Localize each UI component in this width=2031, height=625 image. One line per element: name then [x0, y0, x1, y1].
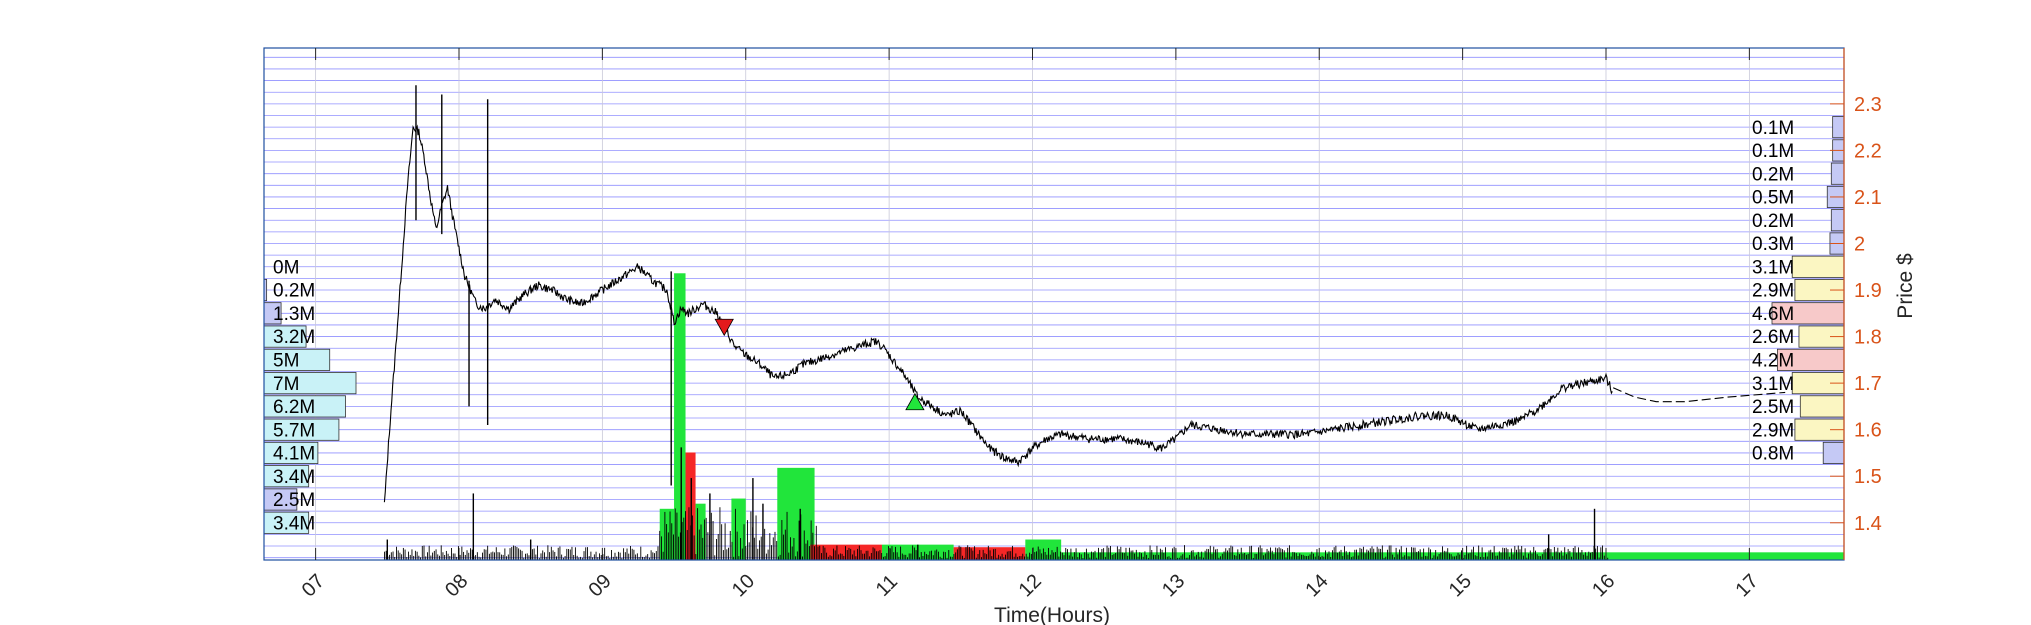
- after-hours-line: [1612, 387, 1786, 403]
- x-tick-label: 10: [728, 570, 759, 601]
- left-volume-profile: 0M0.2M1.3M3.2M5M7M6.2M5.7M4.1M3.4M2.5M3.…: [263, 257, 357, 534]
- right-volume-profile: 0.1M0.1M0.2M0.5M0.2M0.3M3.1M2.9M4.6M2.6M…: [1752, 116, 1845, 465]
- price-series: [383, 85, 1786, 503]
- sell-marker: [714, 318, 734, 337]
- price-line: [383, 124, 1613, 503]
- left-profile-label: 3.4M: [273, 467, 315, 488]
- x-tick-label: 08: [441, 570, 472, 601]
- volume-bar: [674, 273, 686, 560]
- left-profile-label: 1.3M: [273, 304, 315, 325]
- trade-markers: [714, 318, 925, 411]
- x-tick-label: 13: [1158, 570, 1189, 601]
- left-profile-label: 6.2M: [273, 397, 315, 418]
- right-profile-label: 3.1M: [1752, 374, 1794, 395]
- left-profile-label: 0M: [273, 257, 299, 278]
- right-profile-label: 2.9M: [1752, 420, 1794, 441]
- left-profile-label: 5.7M: [273, 420, 315, 441]
- price-axis-title: Price $: [1894, 253, 1917, 319]
- grid: [264, 48, 1844, 560]
- x-tick-label: 11: [872, 571, 902, 601]
- left-profile-label: 0.2M: [273, 281, 315, 302]
- left-profile-label: 5M: [273, 350, 299, 371]
- left-profile-label: 2.5M: [273, 490, 315, 511]
- price-tick-label: 2.1: [1854, 187, 1882, 209]
- price-tick-label: 2: [1854, 233, 1865, 255]
- x-tick-label: 09: [584, 570, 615, 601]
- right-profile-bar: [1830, 209, 1845, 232]
- right-profile-label: 2.9M: [1752, 281, 1794, 302]
- x-axis-title: Time(Hours): [994, 604, 1110, 625]
- right-profile-label: 0.1M: [1752, 118, 1794, 139]
- price-tick-label: 1.9: [1854, 280, 1882, 302]
- right-profile-bar: [1832, 116, 1845, 139]
- x-tick-label: 12: [1015, 570, 1046, 601]
- left-profile-label: 7M: [273, 374, 299, 395]
- buy-marker: [905, 392, 925, 411]
- volume-bar: [1061, 552, 1844, 560]
- left-profile-label: 3.4M: [273, 513, 315, 534]
- right-profile-label: 2.6M: [1752, 327, 1794, 348]
- right-profile-label: 3.1M: [1752, 257, 1794, 278]
- right-profile-label: 0.3M: [1752, 234, 1794, 255]
- right-profile-bar: [1799, 395, 1845, 418]
- plot-area: [264, 48, 1844, 560]
- right-profile-bar: [1830, 162, 1845, 185]
- price-tick-label: 1.6: [1854, 420, 1882, 442]
- left-profile-label: 4.1M: [273, 444, 315, 465]
- right-profile-label: 0.1M: [1752, 141, 1794, 162]
- x-tick-label: 15: [1445, 570, 1476, 601]
- right-profile-label: 0.5M: [1752, 188, 1794, 209]
- price-tick-label: 1.5: [1854, 466, 1882, 488]
- right-profile-label: 4.2M: [1752, 350, 1794, 371]
- right-profile-label: 4.6M: [1752, 304, 1794, 325]
- right-profile-label: 0.8M: [1752, 444, 1794, 465]
- left-profile-label: 3.2M: [273, 327, 315, 348]
- right-profile-label: 2.5M: [1752, 397, 1794, 418]
- price-tick-label: 2.2: [1854, 140, 1882, 162]
- right-profile-label: 0.2M: [1752, 211, 1794, 232]
- right-profile-label: 0.2M: [1752, 164, 1794, 185]
- right-profile-bar: [1822, 441, 1845, 464]
- right-profile-bar: [1791, 255, 1845, 278]
- price-tick-label: 1.4: [1854, 513, 1882, 535]
- price-axis-ticks: 1.4 1.5 1.6 1.7 1.8 1.9 2 2.1 2.2 2.3: [1830, 48, 1882, 560]
- x-tick-label: 14: [1301, 570, 1332, 601]
- volume-bar: [685, 452, 696, 560]
- x-tick-label: 16: [1588, 570, 1619, 601]
- price-tick-label: 2.3: [1854, 94, 1882, 116]
- x-tick-label: 17: [1731, 570, 1762, 601]
- price-tick-label: 1.7: [1854, 373, 1882, 395]
- price-tick-label: 1.8: [1854, 327, 1882, 349]
- x-tick-label: 07: [298, 570, 329, 601]
